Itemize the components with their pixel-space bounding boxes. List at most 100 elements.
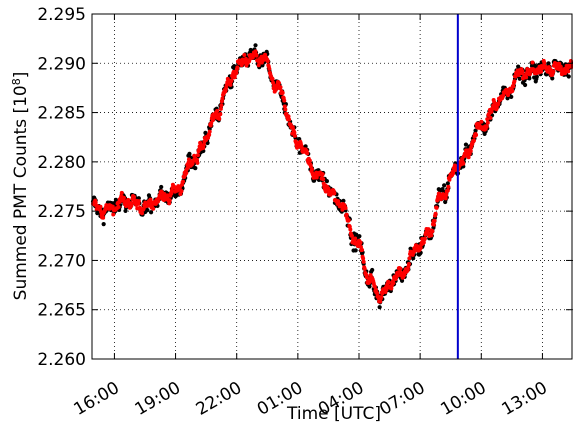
scatter-point-red	[485, 120, 490, 125]
scatter-point-black	[550, 76, 555, 81]
scatter-point-red	[101, 215, 106, 220]
scatter-point-red	[490, 106, 495, 111]
scatter-point-black	[193, 166, 198, 171]
scatter-point-red	[496, 101, 501, 106]
scatter-point-red	[361, 259, 366, 264]
scatter-point-black	[367, 284, 372, 289]
scatter-point-red	[309, 167, 314, 172]
scatter-point-black	[546, 61, 551, 66]
scatter-point-red	[280, 90, 285, 95]
scatter-point-black	[353, 248, 358, 253]
scatter-point-red	[229, 78, 234, 83]
y-axis-label-exponent: 8	[10, 78, 23, 85]
scatter-point-red	[418, 246, 423, 251]
scatter-point-black	[101, 222, 106, 227]
scatter-point-red	[426, 227, 431, 232]
scatter-point-red	[433, 211, 438, 216]
scatter-point-red	[444, 192, 449, 197]
scatter-point-red	[218, 106, 223, 111]
scatter-point-red	[111, 212, 116, 217]
scatter-point-red	[332, 191, 337, 196]
scatter-point-black	[445, 181, 450, 186]
scatter-point-black	[534, 74, 539, 79]
scatter-point-red	[235, 65, 240, 70]
scatter-point-black	[440, 187, 445, 192]
scatter-point-red	[461, 161, 466, 166]
scatter-point-red	[181, 179, 186, 184]
scatter-point-red	[132, 195, 137, 200]
scatter-point-red	[283, 107, 288, 112]
scatter-point-red	[405, 267, 410, 272]
scatter-point-red	[273, 87, 278, 92]
y-axis-label: Summed PMT Counts [108]	[10, 72, 32, 301]
x-tick-label: 19:00	[132, 378, 184, 420]
x-tick-label: 10:00	[437, 378, 489, 420]
scatter-point-black	[377, 305, 382, 310]
scatter-point-black	[357, 234, 362, 239]
scatter-point-red	[429, 233, 434, 238]
scatter-point-red	[234, 70, 239, 75]
scatter-point-red	[282, 98, 287, 103]
scatter-point-black	[253, 43, 258, 48]
scatter-point-red	[119, 190, 124, 195]
scatter-point-red	[270, 77, 275, 81]
x-tick-label: 13:00	[498, 378, 550, 420]
scatter-point-red	[445, 188, 450, 193]
scatter-point-red	[358, 240, 363, 245]
scatter-point-red	[360, 247, 365, 252]
scatter-point-red	[349, 233, 354, 238]
scatter-point-red	[184, 171, 189, 176]
scatter-point-red	[539, 69, 544, 74]
scatter-point-red	[468, 149, 473, 154]
scatter-point-red	[219, 103, 224, 108]
y-tick-label: 2.285	[37, 104, 86, 124]
scatter-point-red	[254, 53, 259, 58]
scatter-point-red	[447, 177, 452, 182]
scatter-point-red	[430, 229, 435, 234]
scatter-point-red	[466, 155, 471, 160]
scatter-point-red	[474, 133, 479, 137]
scatter-point-red	[282, 104, 287, 109]
scatter-point-red	[384, 287, 389, 292]
scatter-point-red	[207, 132, 212, 137]
scatter-point-red	[510, 88, 515, 93]
scatter-point-red	[484, 124, 489, 129]
scatter-point-red	[353, 236, 358, 241]
scatter-point-red	[220, 96, 225, 101]
scatter-point-red	[379, 295, 384, 300]
scatter-point-black	[341, 198, 346, 203]
scatter-point-red	[201, 145, 206, 150]
scatter-point-black	[123, 208, 128, 214]
ticks: 2.260 2.265 2.270 2.275 2.280 2.285 2.290 2.295…	[37, 5, 572, 420]
grid	[92, 14, 573, 359]
scatter-point-red	[307, 158, 312, 163]
scatter-point-red	[201, 142, 206, 147]
scatter-point-black	[159, 184, 164, 190]
scatter-point-red	[140, 211, 145, 216]
data-points	[90, 43, 573, 310]
y-tick-label: 2.275	[37, 202, 86, 222]
scatter-point-black	[473, 128, 478, 133]
scatter-point-red	[511, 84, 516, 89]
scatter-point-black	[509, 94, 514, 99]
scatter-point-red	[346, 218, 351, 223]
scatter-point-red	[479, 119, 484, 124]
scatter-point-black	[527, 76, 532, 81]
scatter-point-red	[253, 49, 258, 54]
scatter-point-black	[411, 256, 416, 261]
scatter-point-black	[113, 197, 119, 202]
scatter-point-red	[167, 198, 172, 203]
scatter-point-red	[406, 261, 411, 266]
scatter-point-red	[98, 204, 103, 209]
y-axis-label-close: ]	[11, 72, 31, 79]
scatter-point-red	[386, 280, 391, 285]
scatter-point-red	[344, 212, 349, 217]
scatter-point-red	[305, 151, 310, 156]
scatter-point-red	[494, 106, 499, 111]
scatter-point-red	[524, 75, 529, 80]
scatter-point-black	[145, 208, 150, 213]
scatter-point-red	[361, 256, 366, 261]
scatter-point-red	[566, 69, 571, 74]
scatter-point-red	[320, 172, 325, 177]
